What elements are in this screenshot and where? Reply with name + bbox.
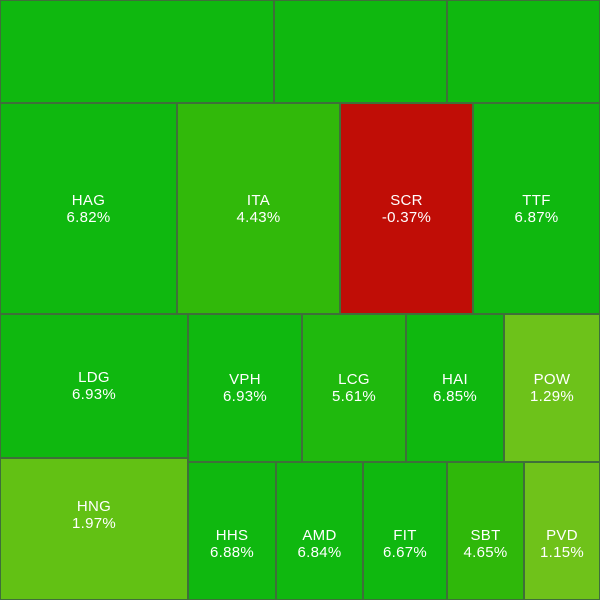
tile-symbol: SCR [390, 191, 423, 209]
tile-symbol: TTF [522, 191, 551, 209]
tile-top-3[interactable] [447, 0, 600, 103]
tile-pvd[interactable]: PVD 1.15% [524, 462, 600, 600]
tile-change: 1.29% [529, 388, 575, 405]
tile-change: 6.88% [209, 544, 255, 561]
tile-symbol: FIT [393, 527, 417, 544]
tile-top-2[interactable] [274, 0, 447, 103]
tile-symbol: LCG [338, 371, 370, 388]
tile-hag[interactable]: HAG 6.82% [0, 103, 177, 314]
tile-change: 6.82% [66, 208, 111, 226]
tile-symbol: VPH [229, 371, 261, 388]
tile-change: 1.97% [71, 515, 117, 532]
tile-change: -0.37% [381, 208, 432, 226]
tile-hng[interactable]: HNG 1.97% [0, 458, 188, 600]
tile-ldg[interactable]: LDG 6.93% [0, 314, 188, 458]
tile-symbol: HHS [215, 527, 249, 544]
tile-symbol: ITA [246, 191, 271, 209]
tile-symbol: AMD [302, 527, 337, 544]
tile-lcg[interactable]: LCG 5.61% [302, 314, 406, 462]
tile-ttf[interactable]: TTF 6.87% [473, 103, 600, 314]
tile-change: 6.85% [432, 388, 478, 405]
tile-symbol: LDG [78, 369, 110, 386]
tile-top-1[interactable] [0, 0, 274, 103]
tile-hhs[interactable]: HHS 6.88% [188, 462, 276, 600]
tile-sbt[interactable]: SBT 4.65% [447, 462, 524, 600]
tile-change: 6.93% [71, 386, 117, 403]
tile-symbol: POW [533, 371, 571, 388]
tile-change: 6.87% [514, 208, 559, 226]
tile-vph[interactable]: VPH 6.93% [188, 314, 302, 462]
tile-change: 4.65% [463, 544, 508, 561]
tile-pow[interactable]: POW 1.29% [504, 314, 600, 462]
tile-change: 4.43% [236, 208, 281, 226]
tile-symbol: PVD [546, 527, 578, 544]
tile-change: 5.61% [331, 388, 377, 405]
tile-fit[interactable]: FIT 6.67% [363, 462, 447, 600]
tile-change: 6.67% [382, 544, 428, 561]
tile-scr[interactable]: SCR -0.37% [340, 103, 473, 314]
tile-amd[interactable]: AMD 6.84% [276, 462, 363, 600]
tile-symbol: HAI [442, 371, 468, 388]
tile-change: 1.15% [539, 544, 585, 561]
tile-symbol: SBT [470, 527, 501, 544]
tile-change: 6.93% [222, 388, 268, 405]
tile-ita[interactable]: ITA 4.43% [177, 103, 340, 314]
tile-symbol: HNG [76, 498, 112, 515]
tile-symbol: HAG [71, 191, 106, 209]
tile-hai[interactable]: HAI 6.85% [406, 314, 504, 462]
tile-change: 6.84% [297, 544, 342, 561]
